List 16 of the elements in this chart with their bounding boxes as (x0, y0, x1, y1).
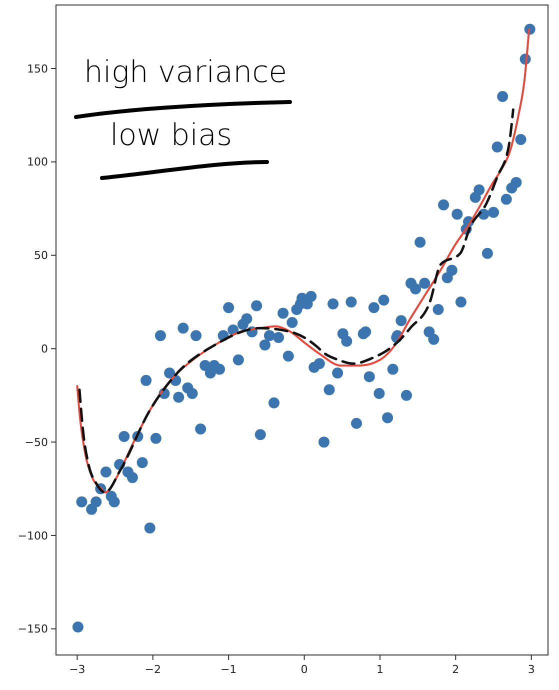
y-tick-label: 50 (34, 249, 48, 262)
annotation: high variance (84, 55, 288, 90)
y-tick-label: −100 (18, 529, 48, 542)
y-tick-label: 100 (27, 156, 48, 169)
x-tick-label: −3 (69, 663, 86, 676)
y-tick-label: 150 (27, 62, 48, 76)
y-tick-label: −50 (24, 436, 48, 449)
x-tick-label: −1 (220, 663, 237, 676)
annotation: low bias (110, 118, 232, 153)
x-tick-label: 0 (300, 663, 308, 676)
y-tick-label: 0 (41, 342, 48, 356)
x-tick-label: 1 (376, 663, 384, 676)
x-tick-label: −2 (144, 663, 161, 676)
x-tick-label: 3 (528, 663, 535, 676)
y-tick-label: −150 (18, 622, 48, 636)
x-tick-label: 2 (452, 663, 460, 676)
